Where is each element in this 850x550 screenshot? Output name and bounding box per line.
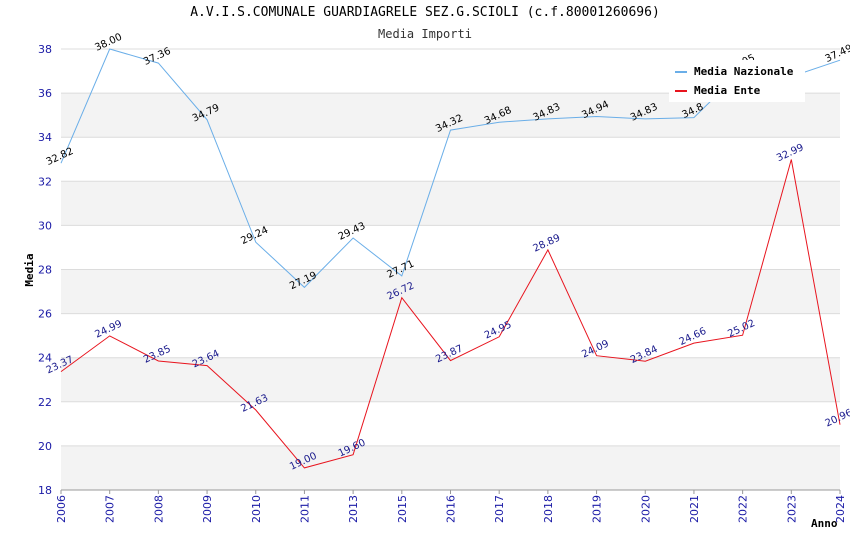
series-line-ente	[60, 159, 841, 469]
legend-entry-nazionale: Media Nazionale	[694, 65, 794, 78]
background-band	[61, 445, 840, 490]
legend-entry-ente: Media Ente	[694, 84, 761, 97]
x-tick-label: 2023	[785, 495, 798, 523]
x-tick-label: 2006	[55, 495, 68, 523]
y-tick-label: 30	[38, 219, 52, 232]
data-label-ente: 24.99	[93, 319, 124, 341]
y-tick-label: 28	[38, 264, 52, 277]
y-tick-label: 34	[38, 131, 52, 144]
y-tick-label: 18	[38, 484, 52, 497]
x-tick-label: 2009	[201, 495, 214, 523]
chart-subtitle: Media Importi	[378, 27, 472, 41]
background-band	[61, 181, 840, 226]
x-tick-label: 2022	[737, 495, 750, 523]
x-tick-label: 2010	[250, 495, 263, 523]
x-tick-label: 2007	[104, 495, 117, 523]
data-label-nazionale: 29.24	[239, 225, 270, 247]
x-axis-ticks: 2006 2007 2008 2009 2010 2011 2013 2015 2016 2017…	[55, 490, 847, 523]
background-band	[61, 269, 840, 314]
y-tick-label: 38	[38, 43, 52, 56]
x-tick-label: 2019	[591, 495, 604, 523]
y-axis-ticks: 18 20 22 24 26 28 30 32 34 36 38	[38, 43, 52, 497]
data-label-ente: 32.99	[775, 142, 806, 164]
legend: Media Nazionale Media Ente	[669, 60, 805, 102]
chart-title: A.V.I.S.COMUNALE GUARDIAGRELE SEZ.G.SCIO…	[190, 5, 660, 20]
data-label-ente: 20.96	[824, 407, 850, 429]
x-tick-label: 2020	[639, 495, 652, 523]
y-tick-label: 32	[38, 175, 52, 188]
legend-box	[669, 60, 805, 102]
y-tick-label: 24	[38, 352, 52, 365]
data-label-nazionale: 32.82	[45, 146, 76, 168]
y-tick-label: 36	[38, 87, 52, 100]
y-tick-label: 20	[38, 440, 52, 453]
x-tick-label: 2013	[347, 495, 360, 523]
x-axis-label: Anno	[811, 517, 838, 530]
x-tick-label: 2008	[152, 495, 165, 523]
data-label-ente: 24.66	[678, 326, 709, 348]
x-tick-label: 2016	[445, 495, 458, 523]
plot-background-bands	[61, 93, 840, 490]
x-tick-label: 2021	[688, 495, 701, 523]
x-tick-label: 2024	[834, 495, 847, 523]
data-label-ente: 25.02	[726, 318, 757, 340]
x-tick-label: 2011	[298, 495, 311, 523]
x-tick-label: 2015	[396, 495, 409, 523]
background-band	[61, 357, 840, 402]
grid-lines	[61, 48, 840, 491]
data-label-ente: 24.95	[483, 319, 514, 341]
x-tick-label: 2018	[542, 495, 555, 523]
y-axis-label: Media	[23, 253, 36, 286]
y-tick-label: 26	[38, 308, 52, 321]
y-tick-label: 22	[38, 396, 52, 409]
x-tick-label: 2017	[493, 495, 506, 523]
